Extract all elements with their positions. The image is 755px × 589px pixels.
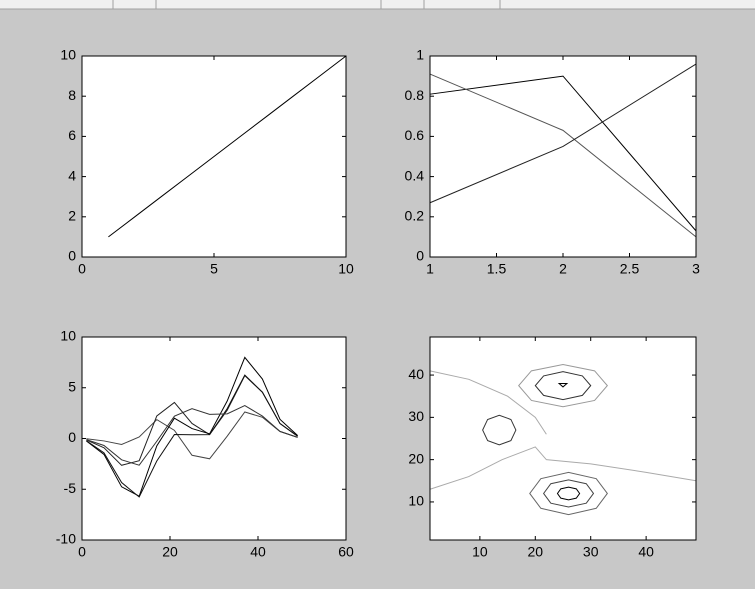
- y-tick-label: 5: [68, 378, 76, 394]
- axes-box: [429, 336, 697, 541]
- contour-line: [534, 371, 592, 401]
- x-tick-label: 0: [78, 544, 86, 560]
- y-tick-label: 40: [408, 366, 424, 382]
- x-tick-label: 20: [528, 544, 544, 560]
- y-tick-label: 0: [416, 248, 424, 264]
- y-tick-label: 2: [68, 208, 76, 224]
- toolbar-separators: [112, 0, 501, 9]
- y-tick-label: 0.2: [405, 208, 425, 224]
- contour-line: [482, 414, 517, 446]
- x-tick-label: 30: [583, 544, 599, 560]
- data-line: [86, 356, 298, 497]
- y-tick-label: 8: [68, 87, 76, 103]
- y-tick-label: 4: [68, 167, 76, 183]
- y-tick-label: -10: [56, 531, 76, 547]
- y-tick-label: 0.8: [405, 87, 425, 103]
- y-tick-label: 0.4: [405, 167, 425, 183]
- contour-line: [542, 479, 595, 508]
- x-tick-label: 20: [162, 544, 178, 560]
- axes-background: [430, 337, 696, 540]
- toolbar: [0, 0, 755, 9]
- y-tick-label: 0: [68, 248, 76, 264]
- y-tick-label: 1: [416, 47, 424, 63]
- x-tick-label: 40: [638, 544, 654, 560]
- y-tick-label: 30: [408, 408, 424, 424]
- y-tick-label: 0.6: [405, 127, 425, 143]
- x-tick-label: 60: [338, 544, 354, 560]
- x-tick-label: 1.5: [487, 261, 507, 277]
- x-tick-label: 1: [426, 261, 434, 277]
- x-tick-label: 40: [250, 544, 266, 560]
- x-tick-label: 3: [692, 261, 700, 277]
- x-tick-label: 2.5: [620, 261, 640, 277]
- x-tick-label: 0: [78, 261, 86, 277]
- contour-line: [529, 471, 608, 516]
- x-tick-label: 2: [559, 261, 567, 277]
- data-line: [86, 411, 298, 460]
- x-tick-label: 10: [338, 261, 354, 277]
- data-line: [108, 55, 347, 238]
- x-tick-label: 5: [210, 261, 218, 277]
- contour-line: [429, 370, 547, 435]
- data-line: [86, 404, 298, 466]
- data-line: [429, 75, 697, 232]
- y-tick-label: 10: [60, 47, 76, 63]
- data-line: [429, 73, 697, 238]
- contour-line: [557, 383, 569, 388]
- data-line: [429, 63, 697, 204]
- y-tick-label: 0: [68, 429, 76, 445]
- data-line: [86, 374, 298, 498]
- axes-background: [82, 337, 346, 540]
- axes-background: [430, 56, 696, 257]
- y-tick-label: 10: [60, 328, 76, 344]
- contour-line: [556, 486, 581, 501]
- x-tick-label: 10: [472, 544, 488, 560]
- y-tick-label: 20: [408, 450, 424, 466]
- y-tick-label: -5: [64, 480, 77, 496]
- contour-line: [518, 363, 608, 408]
- y-tick-label: 6: [68, 127, 76, 143]
- contour-line: [429, 446, 697, 490]
- y-tick-label: 10: [408, 493, 424, 509]
